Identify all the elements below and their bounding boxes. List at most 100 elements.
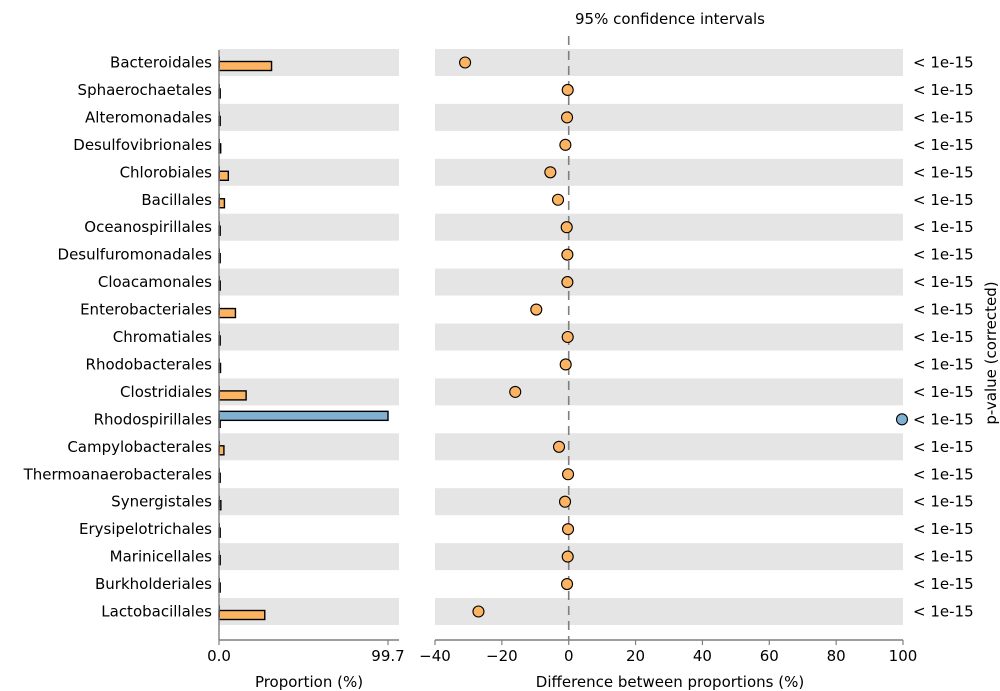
right-row-band [435, 378, 903, 406]
difference-point [509, 385, 522, 398]
category-label: Bacillales [141, 191, 212, 209]
right-row-band [435, 543, 903, 571]
category-label: Alteromonadales [85, 108, 212, 126]
proportion-bar [218, 609, 266, 621]
category-label: Campylobacterales [67, 438, 212, 456]
difference-point [558, 495, 572, 508]
right-row-band [435, 488, 903, 516]
difference-point [544, 166, 557, 179]
p-value-label: < 1e-15 [913, 246, 974, 264]
pvalue-axis-label: p-value (corrected) [982, 281, 1000, 424]
difference-point [552, 440, 566, 453]
left-row-band [219, 323, 399, 351]
right-x-tick-label: 40 [693, 647, 712, 665]
right-x-tick-label: 20 [626, 647, 645, 665]
right-row-band [435, 213, 903, 241]
right-x-tick-label: −40 [419, 647, 451, 665]
p-value-label: < 1e-15 [913, 493, 974, 511]
p-value-label: < 1e-15 [913, 218, 974, 236]
category-label: Desulfuromonadales [58, 246, 213, 264]
difference-point [561, 83, 574, 96]
p-value-label: < 1e-15 [913, 301, 974, 319]
category-label: Chlorobiales [120, 163, 213, 181]
right-row-band [435, 323, 903, 351]
p-value-label: < 1e-15 [913, 191, 974, 209]
proportion-bar [218, 170, 230, 182]
difference-point [472, 605, 485, 618]
difference-point [551, 193, 565, 206]
difference-point [561, 276, 574, 289]
p-value-label: < 1e-15 [913, 603, 974, 621]
difference-point [895, 413, 909, 426]
p-value-label: < 1e-15 [913, 520, 974, 538]
p-value-label: < 1e-15 [913, 465, 974, 483]
difference-point [560, 577, 574, 591]
p-value-label: < 1e-15 [913, 575, 974, 593]
difference-point [561, 330, 574, 344]
left-row-band [219, 213, 399, 241]
category-label: Erysipelotrichales [79, 520, 212, 538]
difference-point [561, 550, 574, 563]
category-label: Sphaerochaetales [78, 81, 213, 99]
difference-point [560, 111, 574, 124]
difference-point [459, 56, 472, 69]
difference-point [560, 221, 573, 234]
category-label: Marinicellales [110, 548, 213, 566]
left-x-tick-label: 99.7 [371, 647, 404, 665]
p-value-label: < 1e-15 [913, 548, 974, 566]
proportion-bar [218, 60, 273, 72]
p-value-label: < 1e-15 [913, 54, 974, 72]
category-label: Burkholderiales [95, 575, 212, 593]
right-x-tick-label: 100 [889, 647, 918, 665]
category-label: Lactobacillales [101, 603, 212, 621]
p-value-label: < 1e-15 [913, 383, 974, 401]
p-value-label: < 1e-15 [913, 273, 974, 291]
difference-point [561, 468, 575, 481]
right-row-band [435, 103, 903, 131]
category-label: Rhodobacterales [86, 355, 213, 373]
left-row-band [219, 158, 399, 186]
difference-points [459, 56, 909, 618]
category-label: Oceanospirillales [84, 218, 212, 236]
p-value-label: < 1e-15 [913, 328, 974, 346]
ci-title: 95% confidence intervals [575, 10, 765, 28]
left-row-band [219, 268, 399, 296]
left-x-tick-label: 0.0 [207, 647, 231, 665]
proportion-bar [218, 390, 247, 401]
left-row-band [219, 378, 399, 406]
proportion-bar [218, 410, 389, 422]
left-row-band [219, 103, 399, 131]
right-row-band [435, 158, 903, 186]
difference-point [561, 523, 575, 536]
right-row-band [435, 598, 903, 625]
p-value-label: < 1e-15 [913, 136, 974, 154]
left-row-band [219, 543, 399, 571]
difference-point [530, 303, 543, 316]
left-row-band [219, 488, 399, 516]
p-value-label: < 1e-15 [913, 81, 974, 99]
right-x-tick-label: 80 [827, 647, 846, 665]
p-value-labels: < 1e-15 < 1e-15 < 1e-15 < 1e-15 < 1e-15 < 1e-… [913, 54, 974, 621]
category-labels: Bacteroidales Sphaerochaetales Alteromonad… [23, 54, 213, 621]
category-label: Synergistales [111, 493, 212, 511]
category-label: Chromatiales [113, 328, 212, 346]
category-label: Desulfovibrionales [73, 136, 212, 154]
category-label: Clostridiales [120, 383, 212, 401]
category-label: Enterobacteriales [80, 301, 212, 319]
category-label: Thermoanaerobacterales [23, 465, 213, 483]
proportion-bar [218, 307, 237, 319]
row-bands [219, 49, 903, 625]
p-value-label: < 1e-15 [913, 410, 974, 428]
p-value-label: < 1e-15 [913, 163, 974, 181]
p-value-label: < 1e-15 [913, 438, 974, 456]
right-x-tick-label: −20 [486, 647, 518, 665]
right-x-tick-label: 0 [564, 647, 574, 665]
right-row-band [435, 49, 903, 76]
right-row-band [435, 268, 903, 296]
right-row-band [435, 433, 903, 461]
left-x-axis-label: Proportion (%) [255, 673, 363, 691]
difference-point [559, 138, 572, 151]
p-value-label: < 1e-15 [913, 355, 974, 373]
difference-point [561, 248, 574, 261]
